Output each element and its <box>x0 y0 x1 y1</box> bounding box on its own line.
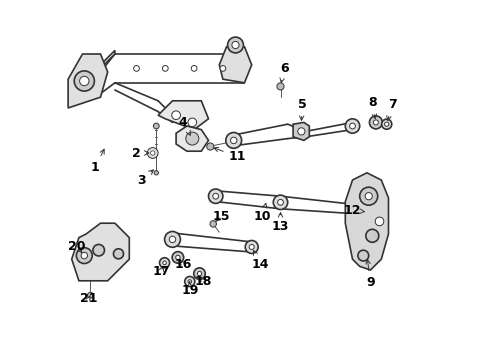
Circle shape <box>74 71 94 91</box>
Circle shape <box>209 221 216 227</box>
Circle shape <box>153 123 159 129</box>
Circle shape <box>113 249 123 259</box>
Circle shape <box>159 258 169 268</box>
Circle shape <box>185 132 199 145</box>
Circle shape <box>187 118 196 127</box>
Circle shape <box>227 37 243 53</box>
Text: 2: 2 <box>132 147 148 159</box>
Text: 3: 3 <box>137 170 153 186</box>
Circle shape <box>87 292 93 298</box>
Text: 11: 11 <box>213 147 245 163</box>
Circle shape <box>147 148 158 158</box>
Circle shape <box>175 255 180 260</box>
Circle shape <box>230 137 237 144</box>
Text: 1: 1 <box>91 149 104 174</box>
Circle shape <box>81 252 87 259</box>
Polygon shape <box>72 50 115 90</box>
Text: 6: 6 <box>279 62 288 82</box>
Circle shape <box>150 151 155 155</box>
Circle shape <box>249 244 254 249</box>
Circle shape <box>220 66 225 71</box>
Circle shape <box>365 229 378 242</box>
Text: 14: 14 <box>251 251 269 271</box>
Circle shape <box>349 123 355 129</box>
Circle shape <box>277 199 283 205</box>
Circle shape <box>76 248 92 264</box>
Text: 20: 20 <box>68 240 86 253</box>
Polygon shape <box>158 101 208 130</box>
Circle shape <box>197 271 201 276</box>
Circle shape <box>206 143 213 150</box>
Circle shape <box>361 208 368 215</box>
Circle shape <box>187 280 191 283</box>
Circle shape <box>374 217 383 226</box>
Circle shape <box>297 128 305 135</box>
Text: 4: 4 <box>179 116 190 135</box>
Text: 18: 18 <box>194 275 211 288</box>
Circle shape <box>373 120 378 125</box>
Text: 12: 12 <box>343 204 364 217</box>
Polygon shape <box>345 173 387 270</box>
Circle shape <box>169 236 175 243</box>
Circle shape <box>384 122 388 126</box>
Circle shape <box>133 66 139 71</box>
Circle shape <box>193 268 205 279</box>
Circle shape <box>172 252 183 263</box>
Circle shape <box>191 66 197 71</box>
Circle shape <box>357 250 368 261</box>
Text: 16: 16 <box>174 258 192 271</box>
Circle shape <box>208 189 223 203</box>
Polygon shape <box>292 122 309 140</box>
Text: 15: 15 <box>212 210 229 222</box>
Text: 17: 17 <box>152 265 169 278</box>
Circle shape <box>345 119 359 133</box>
Text: 9: 9 <box>365 260 374 289</box>
Text: 7: 7 <box>386 98 396 121</box>
Polygon shape <box>68 54 107 108</box>
Text: 19: 19 <box>181 282 198 297</box>
Circle shape <box>276 83 284 90</box>
Polygon shape <box>72 223 129 281</box>
Polygon shape <box>219 47 251 83</box>
Circle shape <box>212 193 218 199</box>
Circle shape <box>93 244 104 256</box>
Text: 21: 21 <box>80 292 98 305</box>
Circle shape <box>381 119 391 129</box>
Circle shape <box>80 76 89 86</box>
Text: 10: 10 <box>253 203 271 222</box>
Circle shape <box>359 187 377 205</box>
Circle shape <box>273 195 287 210</box>
Text: 5: 5 <box>297 98 306 120</box>
Circle shape <box>225 132 241 148</box>
Circle shape <box>163 261 166 265</box>
Circle shape <box>365 193 371 200</box>
Circle shape <box>162 66 168 71</box>
Circle shape <box>154 171 158 175</box>
Text: 8: 8 <box>367 96 376 118</box>
Circle shape <box>171 111 180 120</box>
Circle shape <box>164 231 180 247</box>
Text: 13: 13 <box>271 213 288 233</box>
Circle shape <box>368 116 382 129</box>
Circle shape <box>184 276 194 287</box>
Polygon shape <box>176 126 208 151</box>
Polygon shape <box>79 72 101 101</box>
Circle shape <box>244 240 258 253</box>
Circle shape <box>231 41 239 49</box>
